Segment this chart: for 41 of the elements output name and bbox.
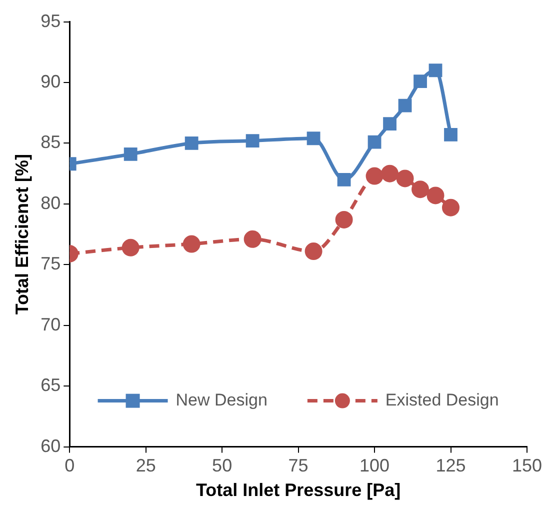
legend-label: Existed Design [385,390,499,410]
point [335,210,353,228]
y-tick-label: 95 [40,10,61,31]
x-tick-label: 50 [212,456,232,476]
point [426,186,444,204]
y-tick-label: 60 [40,436,61,456]
y-tick-label: 85 [40,132,61,152]
point [124,147,138,161]
point [383,117,396,130]
y-tick-label: 65 [40,375,61,396]
x-tick-label: 150 [512,456,542,476]
point [428,64,442,78]
point [442,198,460,216]
point [414,74,427,88]
x-tick-label: 75 [288,456,308,476]
x-tick-label: 0 [64,456,75,476]
point [444,128,458,142]
point [184,136,198,150]
y-tick-label: 75 [40,254,61,274]
point [244,230,262,248]
x-tick-label: 125 [436,456,466,476]
y-tick-label: 80 [40,192,61,213]
point [306,132,320,146]
point [246,134,260,148]
legend-label: New Design [176,390,268,410]
y-axis-title: Total Efficienct [%] [12,154,32,315]
point [368,135,382,149]
point [182,235,200,253]
y-tick-label: 70 [40,314,61,334]
y-tick-label: 90 [40,71,61,92]
point [398,98,412,112]
point [122,238,140,256]
point [304,242,322,260]
point [381,164,399,182]
x-axis-title: Total Inlet Pressure [Pa] [196,480,401,500]
point [366,167,384,185]
point [412,180,430,198]
point [337,172,351,186]
x-tick-label: 25 [136,456,156,476]
point [396,170,414,188]
x-tick-label: 100 [360,456,390,476]
